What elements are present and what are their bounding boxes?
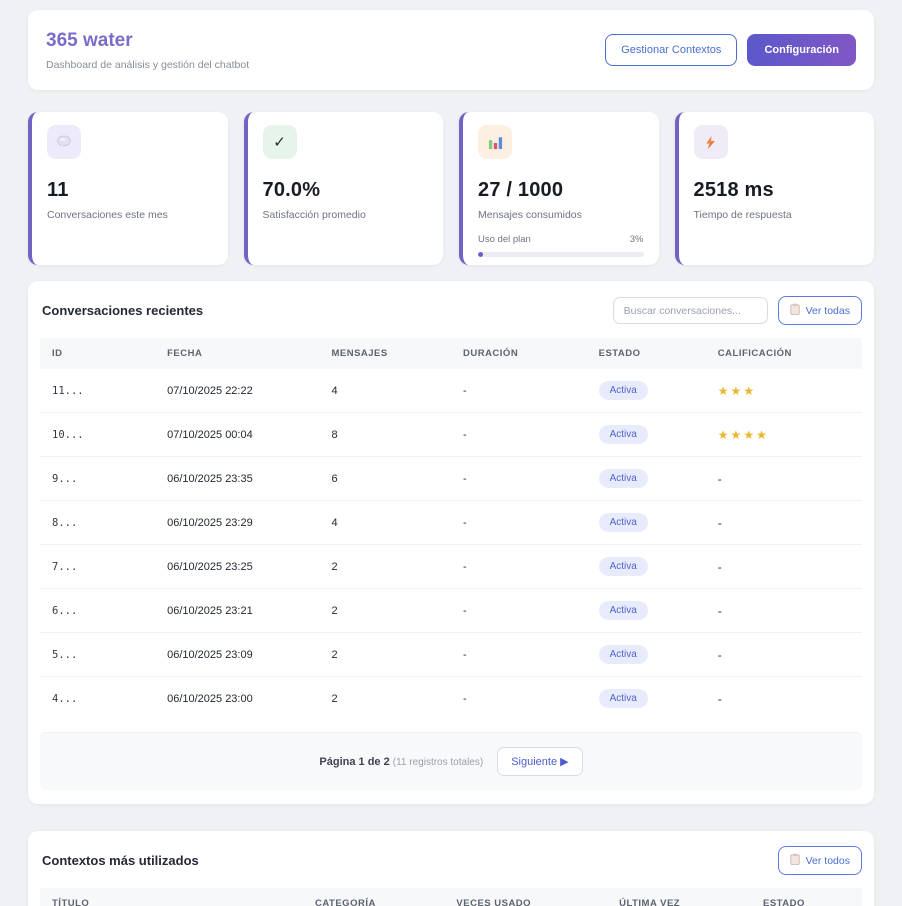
rating-stars: ★★★★ — [706, 413, 862, 457]
status-badge: Activa — [599, 425, 648, 444]
stat-value: 70.0% — [263, 179, 429, 202]
col-estado: ESTADO — [751, 888, 862, 906]
recent-conversations-card: Conversaciones recientes Ver todas — [28, 281, 874, 804]
stat-label: Tiempo de respuesta — [694, 209, 860, 221]
contexts-table: TÍTULO CATEGORÍA VECES USADO ÚLTIMA VEZ … — [40, 888, 862, 906]
conversations-table: ID FECHA MENSAJES DURACIÓN ESTADO CALIFI… — [40, 338, 862, 720]
chat-bubble-icon — [47, 125, 81, 159]
table-row[interactable]: 8... 06/10/2025 23:29 4 - Activa - — [40, 501, 862, 545]
stat-label: Satisfacción promedio — [263, 209, 429, 221]
table-row[interactable]: 11... 07/10/2025 22:22 4 - Activa ★★★ — [40, 369, 862, 413]
col-titulo: TÍTULO — [40, 888, 303, 906]
rating-stars: - — [706, 677, 862, 721]
col-fecha: FECHA — [155, 338, 319, 369]
table-row[interactable]: 6... 06/10/2025 23:21 2 - Activa - — [40, 589, 862, 633]
col-duracion: DURACIÓN — [451, 338, 587, 369]
lightning-icon — [694, 125, 728, 159]
table-row[interactable]: 5... 06/10/2025 23:09 2 - Activa - — [40, 633, 862, 677]
table-header-row: ID FECHA MENSAJES DURACIÓN ESTADO CALIFI… — [40, 338, 862, 369]
status-badge: Activa — [599, 513, 648, 532]
stat-card-response-time: 2518 ms Tiempo de respuesta — [675, 112, 875, 265]
view-all-conversations-button[interactable]: Ver todas — [778, 296, 862, 325]
rating-stars: - — [706, 633, 862, 677]
stat-value: 27 / 1000 — [478, 179, 644, 202]
plan-usage-percent: 3% — [630, 234, 644, 245]
stat-label: Mensajes consumidos — [478, 209, 644, 221]
col-categoria: CATEGORÍA — [303, 888, 444, 906]
col-estado: ESTADO — [587, 338, 706, 369]
status-badge: Activa — [599, 557, 648, 576]
col-ultima-vez: ÚLTIMA VEZ — [607, 888, 751, 906]
pagination-bar: Página 1 de 2 (11 registros totales) Sig… — [40, 732, 862, 790]
col-id: ID — [40, 338, 155, 369]
rating-stars: - — [706, 545, 862, 589]
check-icon: ✓ — [263, 125, 297, 159]
rating-stars: - — [706, 589, 862, 633]
status-badge: Activa — [599, 645, 648, 664]
stat-card-conversations: 11 Conversaciones este mes — [28, 112, 228, 265]
page-title: 365 water — [46, 30, 249, 52]
table-row[interactable]: 7... 06/10/2025 23:25 2 - Activa - — [40, 545, 862, 589]
table-header-row: TÍTULO CATEGORÍA VECES USADO ÚLTIMA VEZ … — [40, 888, 862, 906]
stat-value: 11 — [47, 179, 213, 202]
plan-usage: Uso del plan 3% — [478, 234, 644, 257]
status-badge: Activa — [599, 689, 648, 708]
page-subtitle: Dashboard de análisis y gestión del chat… — [46, 59, 249, 71]
table-row[interactable]: 10... 07/10/2025 00:04 8 - Activa ★★★★ — [40, 413, 862, 457]
bar-chart-icon — [478, 125, 512, 159]
rating-stars: ★★★ — [706, 369, 862, 413]
status-badge: Activa — [599, 601, 648, 620]
rating-stars: - — [706, 457, 862, 501]
table-row[interactable]: 4... 06/10/2025 23:00 2 - Activa - — [40, 677, 862, 721]
plan-usage-label: Uso del plan — [478, 234, 531, 245]
status-badge: Activa — [599, 469, 648, 488]
stat-card-messages: 27 / 1000 Mensajes consumidos Uso del pl… — [459, 112, 659, 265]
header-titles: 365 water Dashboard de análisis y gestió… — [46, 30, 249, 71]
col-mensajes: MENSAJES — [319, 338, 451, 369]
dashboard-page: 365 water Dashboard de análisis y gestió… — [0, 0, 902, 906]
clipboard-icon — [790, 853, 800, 868]
col-veces-usado: VECES USADO — [444, 888, 607, 906]
settings-button[interactable]: Configuración — [747, 34, 856, 66]
col-calificacion: CALIFICACIÓN — [706, 338, 862, 369]
contexts-section-title: Contextos más utilizados — [40, 853, 199, 868]
clipboard-icon — [790, 303, 800, 318]
conversations-section-title: Conversaciones recientes — [40, 303, 203, 318]
stat-label: Conversaciones este mes — [47, 209, 213, 221]
plan-progress-bar — [478, 252, 644, 257]
header-actions: Gestionar Contextos Configuración — [605, 34, 856, 66]
stat-card-satisfaction: ✓ 70.0% Satisfacción promedio — [244, 112, 444, 265]
table-row[interactable]: 9... 06/10/2025 23:35 6 - Activa - — [40, 457, 862, 501]
rating-stars: - — [706, 501, 862, 545]
next-page-button[interactable]: Siguiente ▶ — [497, 747, 582, 776]
status-badge: Activa — [599, 381, 648, 400]
view-all-contexts-button[interactable]: Ver todos — [778, 846, 862, 875]
stats-row: 11 Conversaciones este mes ✓ 70.0% Satis… — [28, 112, 874, 265]
stat-value: 2518 ms — [694, 179, 860, 202]
manage-contexts-button[interactable]: Gestionar Contextos — [605, 34, 737, 66]
search-input[interactable] — [613, 297, 768, 324]
records-total: (11 registros totales) — [393, 757, 483, 768]
header-card: 365 water Dashboard de análisis y gestió… — [28, 10, 874, 90]
top-contexts-card: Contextos más utilizados Ver todos TÍTUL… — [28, 831, 874, 906]
page-indicator: Página 1 de 2 (11 registros totales) — [319, 756, 483, 768]
plan-progress-fill — [478, 252, 483, 257]
